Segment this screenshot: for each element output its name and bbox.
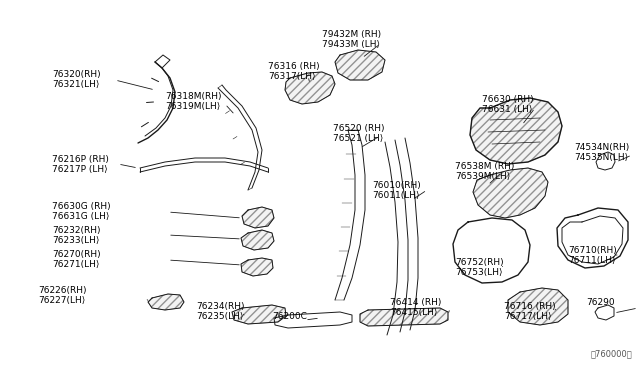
Text: ㉧760000㉨: ㉧760000㉨ <box>590 349 632 358</box>
Text: 76318M(RH)
76319M(LH⟩: 76318M(RH) 76319M(LH⟩ <box>165 92 221 111</box>
Text: 76320(RH)
76321(LH⟩: 76320(RH) 76321(LH⟩ <box>52 70 100 89</box>
Text: 76200C: 76200C <box>272 312 307 321</box>
Text: 74534N(RH)
74535N(LH⟩: 74534N(RH) 74535N(LH⟩ <box>574 143 629 163</box>
Text: 76290: 76290 <box>586 298 614 307</box>
Polygon shape <box>335 50 385 80</box>
Text: 76270(RH)
76271(LH⟩: 76270(RH) 76271(LH⟩ <box>52 250 100 269</box>
Text: 76752(RH)
76753(LH⟩: 76752(RH) 76753(LH⟩ <box>455 258 504 278</box>
Text: 76520 (RH)
76521 (LH⟩: 76520 (RH) 76521 (LH⟩ <box>333 124 385 143</box>
Polygon shape <box>473 168 548 218</box>
Text: 76538M (RH)
76539M(LH⟩: 76538M (RH) 76539M(LH⟩ <box>455 162 515 182</box>
Polygon shape <box>232 305 286 324</box>
Text: 76216P (RH)
76217P (LH⟩: 76216P (RH) 76217P (LH⟩ <box>52 155 109 174</box>
Text: 76316 (RH)
76317(LH⟩: 76316 (RH) 76317(LH⟩ <box>268 62 319 81</box>
Text: 76010(RH)
76011(LH⟩: 76010(RH) 76011(LH⟩ <box>372 181 420 201</box>
Polygon shape <box>360 308 448 326</box>
Polygon shape <box>241 258 273 276</box>
Polygon shape <box>148 294 184 310</box>
Polygon shape <box>285 72 335 104</box>
Text: 76232(RH)
76233(LH⟩: 76232(RH) 76233(LH⟩ <box>52 226 100 246</box>
Text: 76630 (RH)
76631 (LH⟩: 76630 (RH) 76631 (LH⟩ <box>482 95 534 115</box>
Text: 76630G (RH)
76631G (LH⟩: 76630G (RH) 76631G (LH⟩ <box>52 202 111 221</box>
Text: 76234(RH)
76235(LH⟩: 76234(RH) 76235(LH⟩ <box>196 302 244 321</box>
Polygon shape <box>508 288 568 325</box>
Text: 76414 (RH)
76415(LH⟩: 76414 (RH) 76415(LH⟩ <box>390 298 442 317</box>
Polygon shape <box>470 98 562 164</box>
Text: 76226(RH)
76227(LH⟩: 76226(RH) 76227(LH⟩ <box>38 286 86 305</box>
Text: 76710(RH)
76711(LH⟩: 76710(RH) 76711(LH⟩ <box>568 246 617 265</box>
Text: 79432M (RH)
79433M (LH⟩: 79432M (RH) 79433M (LH⟩ <box>322 30 381 49</box>
Polygon shape <box>241 230 274 250</box>
Text: 76716 (RH)
76717(LH⟩: 76716 (RH) 76717(LH⟩ <box>504 302 556 321</box>
Polygon shape <box>242 207 274 228</box>
